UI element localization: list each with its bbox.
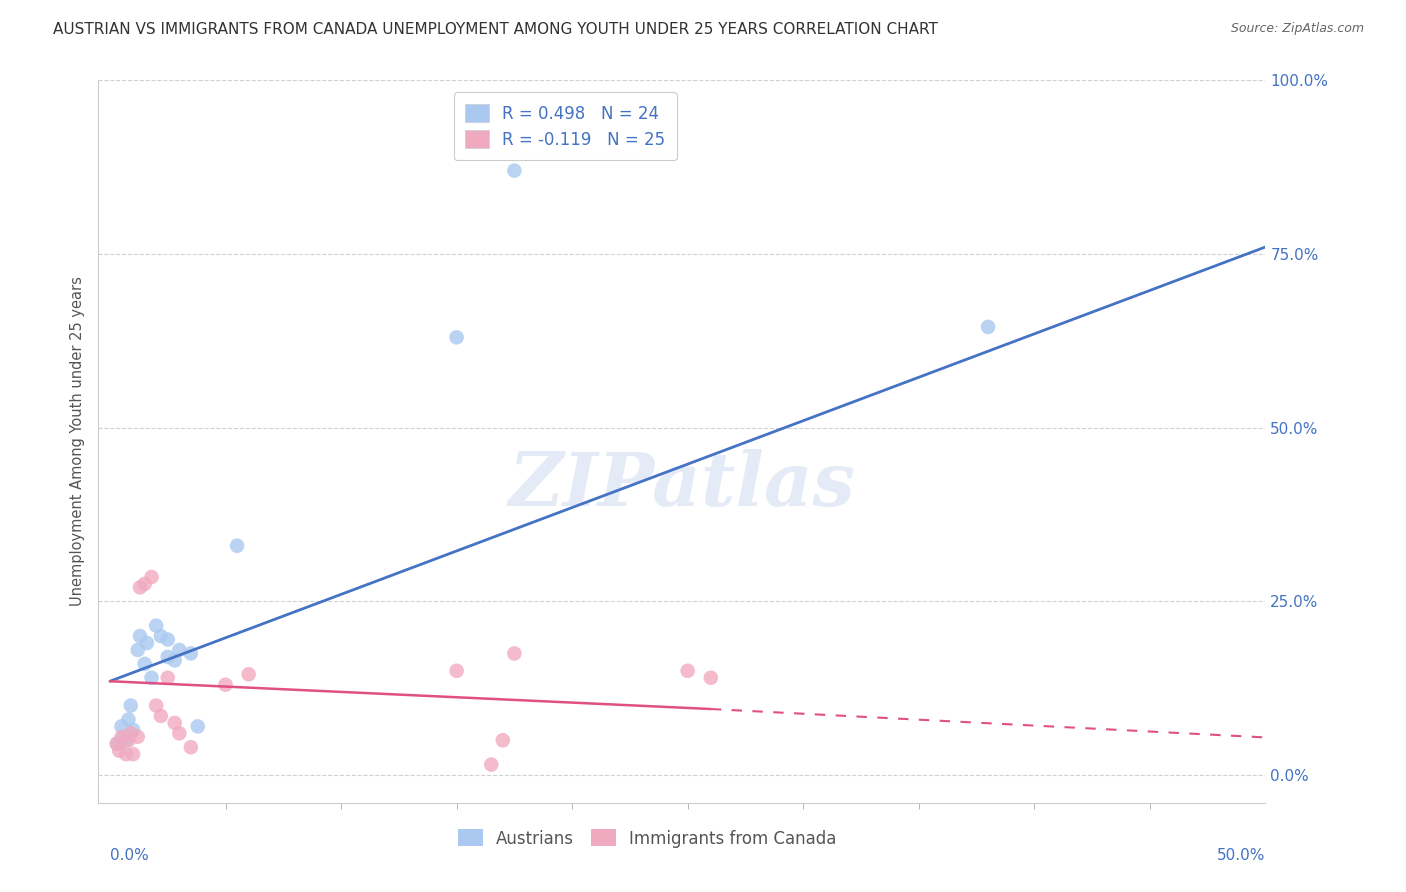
Text: 50.0%: 50.0%: [1218, 848, 1265, 863]
Point: [214, 678, 236, 692]
Text: Source: ZipAtlas.com: Source: ZipAtlas.com: [1230, 22, 1364, 36]
Point: [134, 577, 156, 591]
Point: [479, 757, 502, 772]
Point: [110, 719, 132, 733]
Point: [446, 664, 468, 678]
Point: [180, 740, 202, 755]
Y-axis label: Unemployment Among Youth under 25 years: Unemployment Among Youth under 25 years: [69, 277, 84, 607]
Point: [110, 730, 132, 744]
Point: [117, 733, 139, 747]
Point: [145, 618, 167, 632]
Legend: Austrians, Immigrants from Canada: Austrians, Immigrants from Canada: [449, 821, 845, 856]
Point: [141, 671, 163, 685]
Point: [120, 726, 142, 740]
Point: [156, 649, 179, 664]
Text: 0.0%: 0.0%: [110, 848, 149, 863]
Point: [129, 629, 152, 643]
Point: [105, 737, 128, 751]
Point: [127, 643, 149, 657]
Point: [163, 715, 186, 730]
Point: [108, 744, 131, 758]
Point: [163, 653, 186, 667]
Point: [149, 709, 172, 723]
Point: [446, 330, 468, 344]
Point: [127, 730, 149, 744]
Text: AUSTRIAN VS IMMIGRANTS FROM CANADA UNEMPLOYMENT AMONG YOUTH UNDER 25 YEARS CORRE: AUSTRIAN VS IMMIGRANTS FROM CANADA UNEMP…: [53, 22, 938, 37]
Point: [134, 657, 156, 671]
Point: [112, 730, 135, 744]
Point: [503, 163, 526, 178]
Point: [145, 698, 167, 713]
Point: [169, 726, 191, 740]
Point: [492, 733, 515, 747]
Point: [187, 719, 209, 733]
Point: [115, 747, 138, 761]
Point: [977, 319, 1000, 334]
Point: [180, 647, 202, 661]
Point: [700, 671, 723, 685]
Point: [122, 723, 145, 737]
Point: [226, 539, 249, 553]
Point: [141, 570, 163, 584]
Point: [105, 737, 128, 751]
Point: [149, 629, 172, 643]
Text: ZIPatlas: ZIPatlas: [509, 449, 855, 521]
Point: [136, 636, 159, 650]
Point: [120, 698, 142, 713]
Point: [238, 667, 260, 681]
Point: [129, 581, 152, 595]
Point: [115, 733, 138, 747]
Point: [503, 647, 526, 661]
Point: [122, 747, 145, 761]
Point: [117, 713, 139, 727]
Point: [169, 643, 191, 657]
Point: [156, 632, 179, 647]
Point: [676, 664, 699, 678]
Point: [156, 671, 179, 685]
